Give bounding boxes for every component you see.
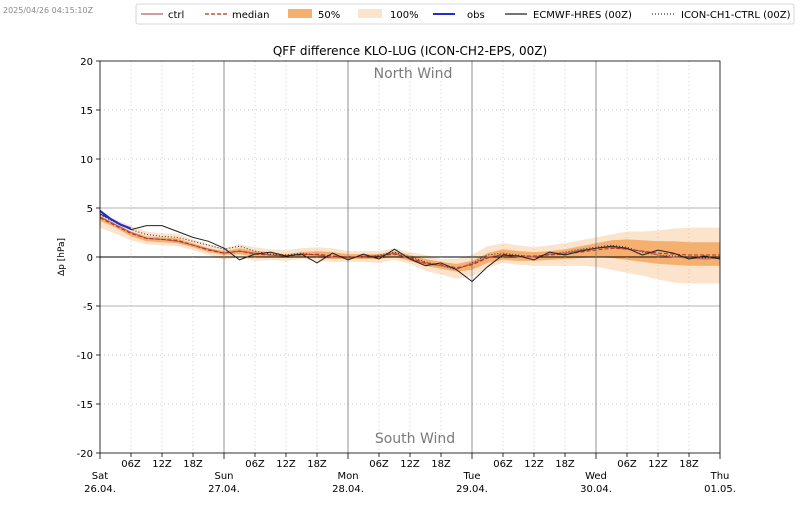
x-date-label: 26.04. bbox=[84, 484, 116, 495]
x-hour-label: 06Z bbox=[369, 459, 389, 470]
legend-swatch-p100 bbox=[358, 9, 382, 18]
y-tick-label: -5 bbox=[83, 302, 93, 313]
x-hour-label: 12Z bbox=[524, 459, 544, 470]
legend-label-p50: 50% bbox=[318, 10, 340, 21]
x-day-label: Tue bbox=[462, 471, 480, 482]
legend-swatch-p50 bbox=[288, 9, 312, 18]
chart-title: QFF difference KLO-LUG (ICON-CH2-EPS, 00… bbox=[273, 44, 547, 58]
x-day-label: Thu bbox=[710, 471, 730, 482]
x-date-label: 01.05. bbox=[704, 484, 736, 495]
series-line-obs bbox=[99, 210, 132, 230]
y-axis: -20 -15 -10 -5 0 5 10 15 20 bbox=[77, 57, 100, 460]
x-day-label: Wed bbox=[585, 471, 607, 482]
x-hour-label: 18Z bbox=[679, 459, 699, 470]
x-hour-label: 12Z bbox=[276, 459, 296, 470]
legend-label-obs: obs bbox=[467, 10, 485, 21]
y-tick-label: 5 bbox=[87, 204, 93, 215]
x-hour-label: 06Z bbox=[617, 459, 637, 470]
x-hour-label: 12Z bbox=[400, 459, 420, 470]
x-day-label: Sun bbox=[214, 471, 233, 482]
y-tick-label: -20 bbox=[77, 449, 93, 460]
y-tick-label: 20 bbox=[80, 57, 93, 68]
y-tick-label: 0 bbox=[87, 253, 93, 264]
series-line-ecmwf bbox=[99, 213, 721, 282]
timestamp: 2025/04/26 04:15:10Z bbox=[3, 6, 94, 15]
x-day-label: Sat bbox=[92, 471, 108, 482]
x-date-label: 28.04. bbox=[332, 484, 364, 495]
x-date-label: 27.04. bbox=[208, 484, 240, 495]
north-wind-annotation: North Wind bbox=[374, 66, 453, 82]
legend: ctrl median 50% 100% obs ECMWF-HRES (00Z) ICON… bbox=[135, 3, 795, 25]
x-axis: 06Z 12Z 18Z 06Z 12Z 18Z 06Z 12Z 18Z 06Z 12Z 18Z 06Z 1… bbox=[84, 453, 736, 495]
legend-label-ctrl: ctrl bbox=[168, 10, 184, 21]
x-date-label: 29.04. bbox=[456, 484, 488, 495]
y-tick-label: -15 bbox=[77, 400, 93, 411]
legend-label-ich1: ICON-CH1-CTRL (00Z) bbox=[681, 10, 791, 21]
y-tick-label: 15 bbox=[80, 106, 93, 117]
x-hour-label: 06Z bbox=[493, 459, 513, 470]
x-hour-label: 18Z bbox=[431, 459, 451, 470]
x-hour-label: 12Z bbox=[648, 459, 668, 470]
y-tick-label: -10 bbox=[77, 351, 93, 362]
x-hour-label: 18Z bbox=[307, 459, 327, 470]
x-day-label: Mon bbox=[337, 471, 358, 482]
legend-label-ecmwf: ECMWF-HRES (00Z) bbox=[533, 10, 632, 21]
y-axis-label: Δp [hPa] bbox=[57, 238, 67, 276]
south-wind-annotation: South Wind bbox=[375, 431, 455, 447]
x-hour-label: 18Z bbox=[183, 459, 203, 470]
series-lines bbox=[99, 210, 721, 282]
legend-label-median: median bbox=[232, 10, 270, 21]
x-hour-label: 12Z bbox=[152, 459, 172, 470]
y-tick-label: 10 bbox=[80, 155, 93, 166]
series-line-ich1 bbox=[99, 214, 721, 271]
grid bbox=[100, 61, 720, 453]
x-hour-label: 06Z bbox=[121, 459, 141, 470]
x-hour-label: 18Z bbox=[555, 459, 575, 470]
legend-label-p100: 100% bbox=[390, 10, 419, 21]
x-date-label: 30.04. bbox=[580, 484, 612, 495]
series-line-median bbox=[99, 217, 720, 269]
x-hour-label: 06Z bbox=[245, 459, 265, 470]
